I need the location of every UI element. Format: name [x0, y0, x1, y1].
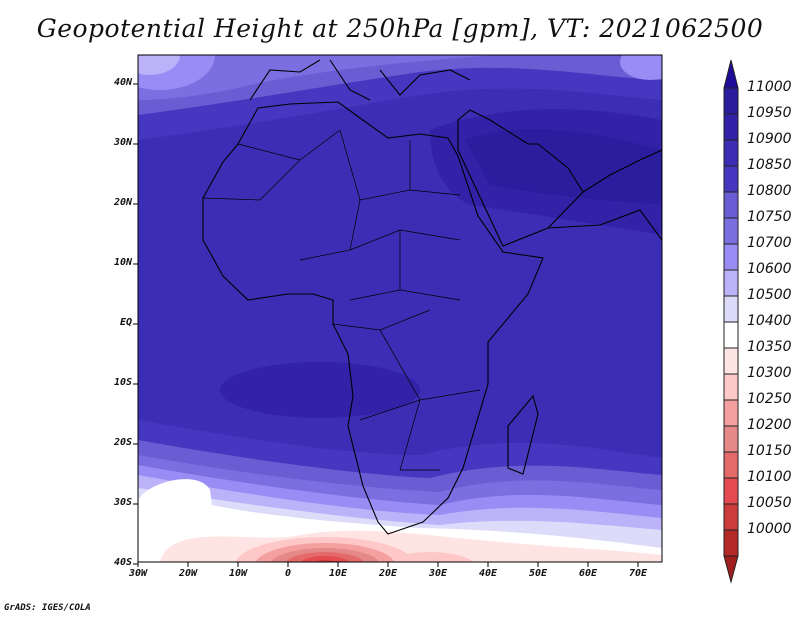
colorbar-label: 11000 — [747, 79, 792, 95]
band-south-core — [220, 362, 420, 418]
colorbar-label: 10100 — [747, 469, 792, 485]
lat-label: 10N — [113, 257, 132, 268]
europe-coast — [249, 59, 471, 101]
lat-label: 30S — [113, 497, 132, 508]
colorbar-label: 10600 — [747, 261, 792, 277]
band-north-5 — [138, 55, 180, 75]
colorbar — [723, 59, 739, 584]
madagascar-coast — [507, 394, 539, 475]
colorbar-min-arrow — [723, 555, 739, 584]
height-field — [138, 55, 662, 562]
colorbar-label: 10150 — [747, 443, 792, 459]
colorbar-segment — [723, 295, 739, 323]
colorbar-segment — [723, 217, 739, 245]
lon-label: 0 — [284, 568, 292, 579]
band-red-1b — [386, 552, 474, 562]
asia-coast — [582, 149, 662, 193]
band-red-5 — [300, 556, 350, 562]
lat-label: 10S — [113, 377, 132, 388]
colorbar-segment — [723, 243, 739, 271]
grads-credit: GrADS: IGES/COLA — [4, 603, 91, 613]
lon-label: 30W — [128, 568, 148, 579]
lon-label: 30E — [428, 568, 448, 579]
coastlines — [202, 59, 662, 535]
lon-label: 60E — [578, 568, 598, 579]
lat-label: EQ — [119, 317, 132, 328]
colorbar-segment — [723, 451, 739, 479]
colorbar-label: 10900 — [747, 131, 792, 147]
lat-label: 40S — [113, 557, 132, 568]
colorbar-label: 10050 — [747, 495, 792, 511]
colorbar-segment — [723, 139, 739, 167]
band-core-2 — [465, 129, 662, 205]
colorbar-segment — [723, 191, 739, 219]
plot-frame — [137, 54, 663, 563]
colorbar-segment — [723, 165, 739, 193]
colorbar-segment — [723, 503, 739, 531]
africa-coast — [202, 101, 544, 535]
colorbar-label: 10950 — [747, 105, 792, 121]
colorbar-segment — [723, 87, 739, 115]
lat-label: 20N — [113, 197, 132, 208]
colorbar-label: 10800 — [747, 183, 792, 199]
arabia-coast — [457, 109, 584, 247]
borders — [202, 129, 481, 471]
band-ne — [620, 55, 662, 80]
colorbar-label: 10350 — [747, 339, 792, 355]
lon-label: 10W — [228, 568, 248, 579]
colorbar-segment — [723, 477, 739, 505]
colorbar-label: 10000 — [747, 521, 792, 537]
colorbar-segment — [723, 425, 739, 453]
colorbar-label: 10200 — [747, 417, 792, 433]
colorbar-segment — [723, 321, 739, 349]
colorbar-segment — [723, 347, 739, 375]
lon-label: 50E — [528, 568, 548, 579]
colorbar-label: 10400 — [747, 313, 792, 329]
colorbar-segment — [723, 113, 739, 141]
lon-label: 20W — [178, 568, 198, 579]
lon-label: 70E — [628, 568, 648, 579]
colorbar-label: 10850 — [747, 157, 792, 173]
colorbar-label: 10250 — [747, 391, 792, 407]
india-coast — [547, 209, 662, 241]
colorbar-label: 10500 — [747, 287, 792, 303]
lat-label: 20S — [113, 437, 132, 448]
colorbar-label: 10750 — [747, 209, 792, 225]
lon-label: 10E — [328, 568, 348, 579]
country-borders — [202, 129, 481, 471]
colorbar-segment — [723, 269, 739, 297]
colorbar-segment — [723, 373, 739, 401]
colorbar-segment — [723, 399, 739, 427]
colorbar-label: 10300 — [747, 365, 792, 381]
colorbar-segment — [723, 529, 739, 557]
axis-ticks — [133, 83, 639, 567]
lon-label: 40E — [478, 568, 498, 579]
lat-label: 30N — [113, 137, 132, 148]
plot-title: Geopotential Height at 250hPa [gpm], VT:… — [36, 14, 764, 43]
lat-label: 40N — [113, 77, 132, 88]
colorbar-max-arrow — [723, 59, 739, 89]
colorbar-label: 10700 — [747, 235, 792, 251]
lon-label: 20E — [378, 568, 398, 579]
band-north-3 — [138, 55, 500, 100]
